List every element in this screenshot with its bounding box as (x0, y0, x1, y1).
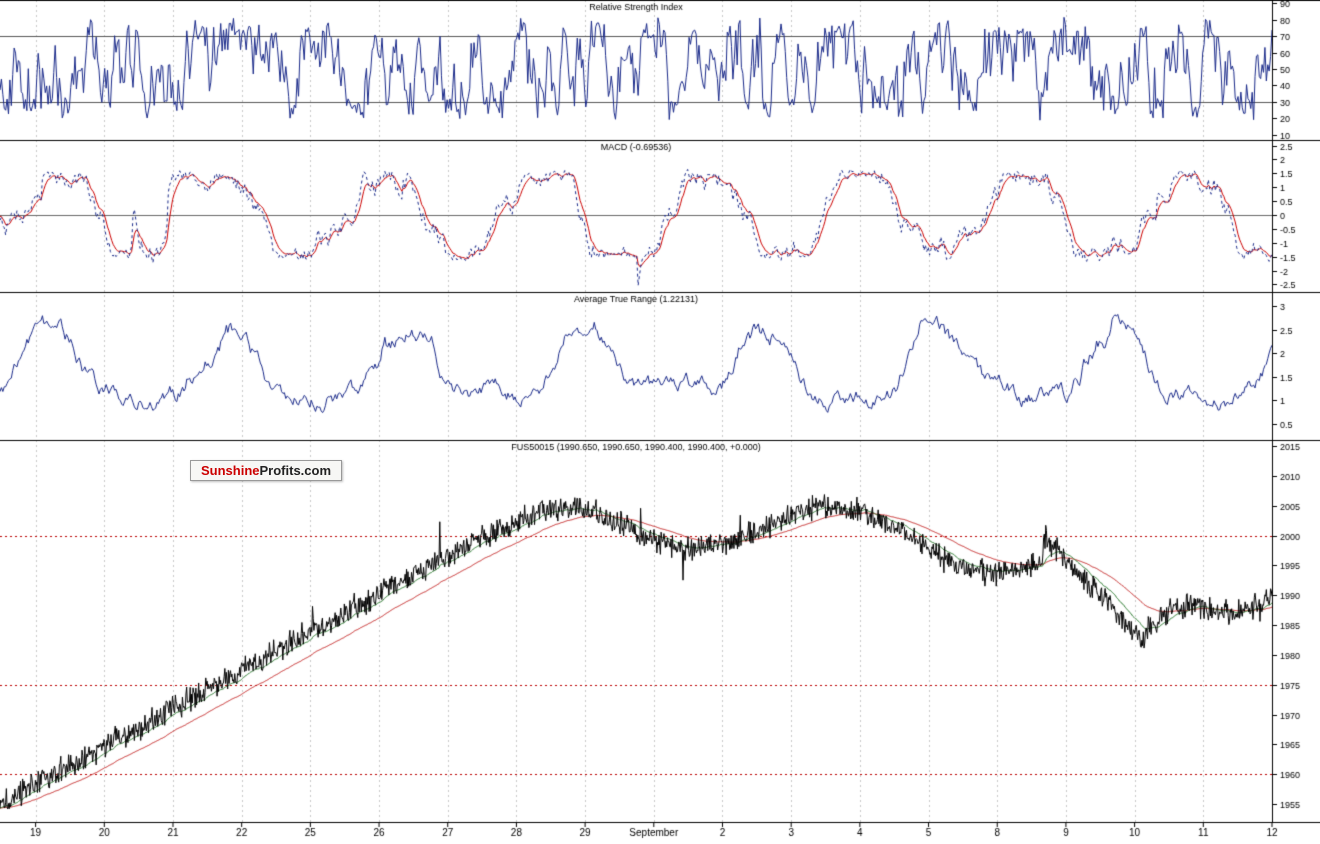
logo-part-1: Sunshine (201, 463, 260, 478)
logo-part-2: Profits.com (260, 463, 332, 478)
watermark-logo: SunshineProfits.com (190, 460, 342, 481)
financial-chart (0, 0, 1320, 844)
